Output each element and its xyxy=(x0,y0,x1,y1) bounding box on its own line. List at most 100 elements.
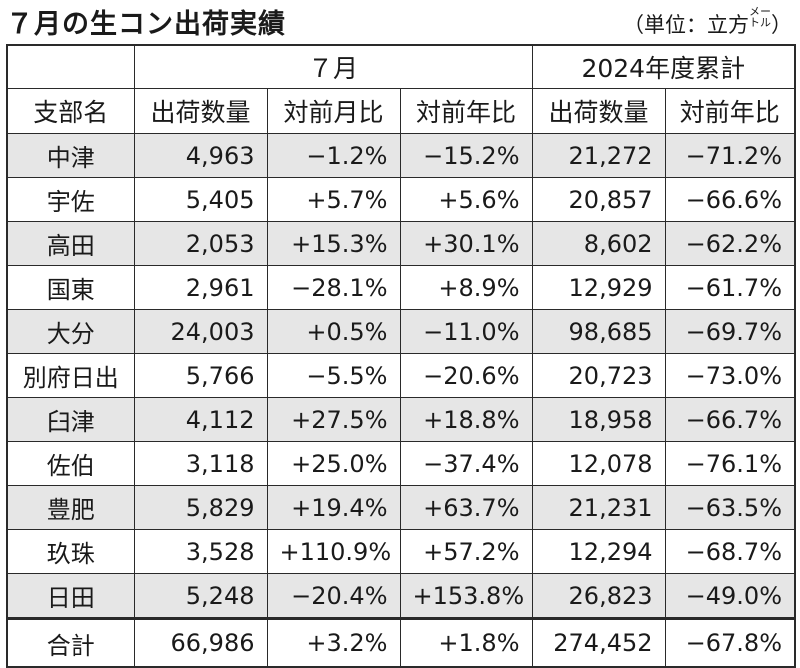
month-volume-cell: 5,248 xyxy=(133,573,268,619)
unit-label: （単位：立方メー トル） xyxy=(623,6,792,39)
cum-yoy-cell: −62.2% xyxy=(664,221,796,266)
cum-yoy-cell: −71.2% xyxy=(664,133,796,178)
month-volume-cell: 5,405 xyxy=(133,177,268,222)
month-yoy-cell: +63.7% xyxy=(399,485,533,530)
month-volume-cell: 3,118 xyxy=(133,441,268,486)
column-header-branch: 支部名 xyxy=(6,88,135,134)
month-volume-cell: 4,963 xyxy=(133,133,268,178)
cum-yoy-cell: −63.5% xyxy=(664,485,796,530)
column-header-cum-volume: 出荷数量 xyxy=(531,88,666,134)
month-mom-cell: +27.5% xyxy=(266,397,401,442)
table-row: 高田 2,053 +15.3% +30.1% 8,602 −62.2% xyxy=(6,221,796,266)
unit-text: （単位：立方 xyxy=(623,13,749,37)
cum-volume-cell: 21,272 xyxy=(531,133,666,178)
header-month-group: ７月 xyxy=(133,44,533,89)
month-yoy-cell: +30.1% xyxy=(399,221,533,266)
cum-volume-cell: 20,857 xyxy=(531,177,666,222)
cum-yoy-cell: −61.7% xyxy=(664,265,796,310)
month-volume-cell: 2,053 xyxy=(133,221,268,266)
branch-name-cell: 大分 xyxy=(6,309,135,354)
month-mom-cell: −5.5% xyxy=(266,353,401,398)
cum-yoy-cell: −49.0% xyxy=(664,573,796,619)
cum-volume-cell: 12,929 xyxy=(531,265,666,310)
month-yoy-cell: −37.4% xyxy=(399,441,533,486)
month-mom-cell: +25.0% xyxy=(266,441,401,486)
unit-small: メー トル xyxy=(749,6,771,28)
column-header-cum-yoy: 対前年比 xyxy=(664,88,796,134)
table-row: 玖珠 3,528 +110.9% +57.2% 12,294 −68.7% xyxy=(6,529,796,574)
month-yoy-cell: +5.6% xyxy=(399,177,533,222)
cum-yoy-cell: −73.0% xyxy=(664,353,796,398)
cum-volume-cell: 21,231 xyxy=(531,485,666,530)
table-row: 宇佐 5,405 +5.7% +5.6% 20,857 −66.6% xyxy=(6,177,796,222)
month-mom-cell: +15.3% xyxy=(266,221,401,266)
month-yoy-cell: +153.8% xyxy=(399,573,533,619)
table-row: 佐伯 3,118 +25.0% −37.4% 12,078 −76.1% xyxy=(6,441,796,486)
month-volume-cell: 5,766 xyxy=(133,353,268,398)
branch-name-cell: 玖珠 xyxy=(6,529,135,574)
branch-name-cell: 臼津 xyxy=(6,397,135,442)
cum-volume-cell: 26,823 xyxy=(531,573,666,619)
cum-yoy-cell: −68.7% xyxy=(664,529,796,574)
month-yoy-cell: −15.2% xyxy=(399,133,533,178)
cum-volume-cell: 12,078 xyxy=(531,441,666,486)
branch-name-cell: 国東 xyxy=(6,265,135,310)
month-mom-cell: −28.1% xyxy=(266,265,401,310)
unit-small-top: メー xyxy=(749,5,771,18)
cum-volume-cell: 12,294 xyxy=(531,529,666,574)
total-row: 合計 66,986 +3.2% +1.8% 274,452 −67.8% xyxy=(6,617,796,668)
column-header-month-mom: 対前月比 xyxy=(266,88,401,134)
table-row: 大分 24,003 +0.5% −11.0% 98,685 −69.7% xyxy=(6,309,796,354)
page-title: ７月の生コン出荷実績 xyxy=(6,9,286,40)
branch-name-cell: 別府日出 xyxy=(6,353,135,398)
total-branch-name-cell: 合計 xyxy=(6,617,135,668)
header-blank-cell xyxy=(6,44,135,89)
branch-name-cell: 佐伯 xyxy=(6,441,135,486)
unit-small-bottom: トル xyxy=(749,16,771,29)
total-cum-yoy-cell: −67.8% xyxy=(664,617,796,668)
month-yoy-cell: +57.2% xyxy=(399,529,533,574)
branch-name-cell: 宇佐 xyxy=(6,177,135,222)
header-column-row: 支部名 出荷数量 対前月比 対前年比 出荷数量 対前年比 xyxy=(6,88,796,134)
header-cumulative-group: 2024年度累計 xyxy=(531,44,796,89)
table-row: 中津 4,963 −1.2% −15.2% 21,272 −71.2% xyxy=(6,133,796,178)
unit-close: ） xyxy=(771,13,792,37)
cum-yoy-cell: −76.1% xyxy=(664,441,796,486)
cum-volume-cell: 8,602 xyxy=(531,221,666,266)
cum-volume-cell: 98,685 xyxy=(531,309,666,354)
cum-yoy-cell: −66.7% xyxy=(664,397,796,442)
month-yoy-cell: +18.8% xyxy=(399,397,533,442)
month-mom-cell: +19.4% xyxy=(266,485,401,530)
header-group-row: ７月 2024年度累計 xyxy=(6,44,796,89)
month-volume-cell: 2,961 xyxy=(133,265,268,310)
branch-name-cell: 中津 xyxy=(6,133,135,178)
total-month-mom-cell: +3.2% xyxy=(266,617,401,668)
table-row: 国東 2,961 −28.1% +8.9% 12,929 −61.7% xyxy=(6,265,796,310)
table-row: 豊肥 5,829 +19.4% +63.7% 21,231 −63.5% xyxy=(6,485,796,530)
total-month-yoy-cell: +1.8% xyxy=(399,617,533,668)
total-cum-volume-cell: 274,452 xyxy=(531,617,666,668)
cum-yoy-cell: −69.7% xyxy=(664,309,796,354)
month-volume-cell: 24,003 xyxy=(133,309,268,354)
month-volume-cell: 4,112 xyxy=(133,397,268,442)
month-mom-cell: −20.4% xyxy=(266,573,401,619)
month-mom-cell: +110.9% xyxy=(266,529,401,574)
cum-volume-cell: 18,958 xyxy=(531,397,666,442)
month-yoy-cell: −11.0% xyxy=(399,309,533,354)
table-row: 別府日出 5,766 −5.5% −20.6% 20,723 −73.0% xyxy=(6,353,796,398)
branch-name-cell: 日田 xyxy=(6,573,135,619)
table-row: 日田 5,248 −20.4% +153.8% 26,823 −49.0% xyxy=(6,573,796,619)
cum-volume-cell: 20,723 xyxy=(531,353,666,398)
branch-name-cell: 高田 xyxy=(6,221,135,266)
month-volume-cell: 3,528 xyxy=(133,529,268,574)
month-mom-cell: +5.7% xyxy=(266,177,401,222)
month-mom-cell: −1.2% xyxy=(266,133,401,178)
month-volume-cell: 5,829 xyxy=(133,485,268,530)
month-yoy-cell: +8.9% xyxy=(399,265,533,310)
shipment-table: ７月 2024年度累計 支部名 出荷数量 対前月比 対前年比 出荷数量 対前年比… xyxy=(6,44,797,668)
column-header-month-yoy: 対前年比 xyxy=(399,88,533,134)
table-row: 臼津 4,112 +27.5% +18.8% 18,958 −66.7% xyxy=(6,397,796,442)
month-mom-cell: +0.5% xyxy=(266,309,401,354)
column-header-month-volume: 出荷数量 xyxy=(133,88,268,134)
cum-yoy-cell: −66.6% xyxy=(664,177,796,222)
